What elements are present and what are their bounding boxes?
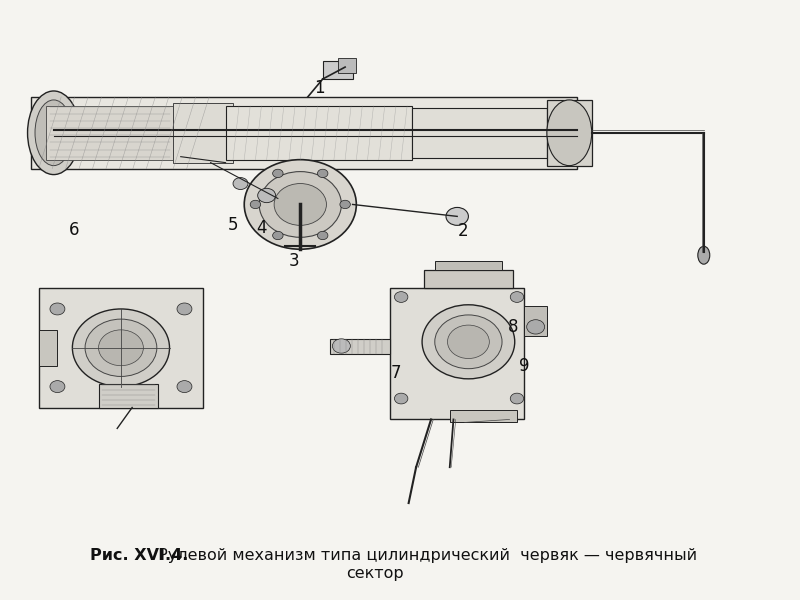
Ellipse shape <box>333 339 350 353</box>
Ellipse shape <box>50 303 65 315</box>
Ellipse shape <box>98 330 143 365</box>
Ellipse shape <box>698 246 710 264</box>
Ellipse shape <box>547 100 592 166</box>
Ellipse shape <box>274 184 326 226</box>
Ellipse shape <box>233 178 248 190</box>
Ellipse shape <box>72 309 170 386</box>
Bar <box>330 339 390 354</box>
Ellipse shape <box>250 200 261 209</box>
Ellipse shape <box>244 160 356 249</box>
Bar <box>322 61 353 79</box>
Ellipse shape <box>258 188 276 203</box>
Ellipse shape <box>510 292 524 302</box>
Bar <box>226 106 412 160</box>
Ellipse shape <box>85 319 157 376</box>
Ellipse shape <box>318 169 328 178</box>
Bar <box>450 410 517 422</box>
Text: 8: 8 <box>508 318 518 336</box>
Ellipse shape <box>273 231 283 239</box>
Ellipse shape <box>526 320 545 334</box>
Bar <box>525 306 547 336</box>
Bar <box>38 330 58 365</box>
Text: 9: 9 <box>519 356 530 374</box>
Bar <box>31 97 577 169</box>
Text: 3: 3 <box>289 252 300 270</box>
Ellipse shape <box>177 303 192 315</box>
Ellipse shape <box>434 315 502 368</box>
Ellipse shape <box>394 393 408 404</box>
Ellipse shape <box>27 91 80 175</box>
Bar <box>547 100 592 166</box>
Ellipse shape <box>510 393 524 404</box>
Ellipse shape <box>50 380 65 392</box>
Bar <box>338 58 356 73</box>
Bar <box>412 107 547 158</box>
Ellipse shape <box>273 169 283 178</box>
Ellipse shape <box>447 325 490 359</box>
Text: 7: 7 <box>390 364 401 382</box>
Ellipse shape <box>318 231 328 239</box>
Text: сектор: сектор <box>346 566 404 581</box>
Bar <box>423 270 514 288</box>
Bar <box>434 261 502 270</box>
Ellipse shape <box>35 100 72 166</box>
Ellipse shape <box>394 292 408 302</box>
Text: Рулевой механизм типа цилиндрический  червяк — червячный: Рулевой механизм типа цилиндрический чер… <box>153 548 698 563</box>
Ellipse shape <box>422 305 514 379</box>
Text: 1: 1 <box>314 79 324 97</box>
Bar <box>38 288 203 407</box>
Text: 4: 4 <box>256 220 266 238</box>
Ellipse shape <box>340 200 350 209</box>
Text: 6: 6 <box>70 221 80 239</box>
Bar <box>174 103 233 163</box>
Bar <box>98 383 158 407</box>
Bar <box>390 288 525 419</box>
Text: 2: 2 <box>458 223 469 241</box>
Bar <box>46 106 174 160</box>
Ellipse shape <box>259 172 342 237</box>
Text: Рис. XVI.4.: Рис. XVI.4. <box>90 548 188 563</box>
Ellipse shape <box>446 208 469 226</box>
Text: 5: 5 <box>228 217 238 235</box>
Ellipse shape <box>177 380 192 392</box>
